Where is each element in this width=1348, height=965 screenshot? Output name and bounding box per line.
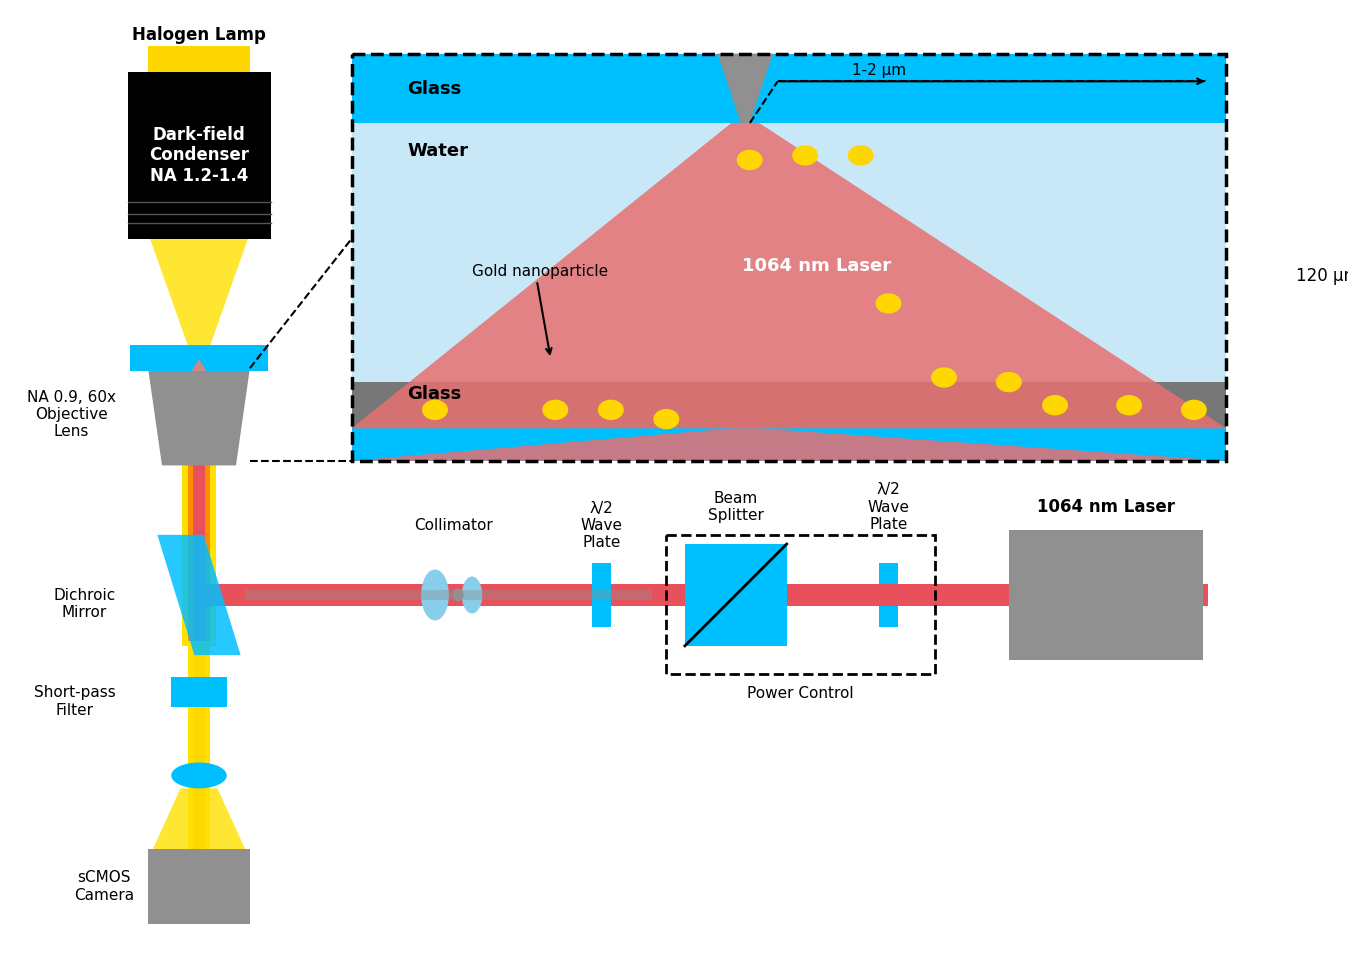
Bar xyxy=(352,428,1227,460)
Bar xyxy=(352,123,1227,382)
Text: Short-pass
Filter: Short-pass Filter xyxy=(34,685,116,718)
Text: 1064 nm Laser: 1064 nm Laser xyxy=(1037,498,1175,516)
Polygon shape xyxy=(352,428,1227,460)
Text: Collimator: Collimator xyxy=(414,518,493,533)
Bar xyxy=(352,382,1227,428)
Ellipse shape xyxy=(1042,395,1068,415)
Bar xyxy=(128,72,271,238)
Text: NA 0.9, 60x
Objective
Lens: NA 0.9, 60x Objective Lens xyxy=(27,390,116,439)
Bar xyxy=(200,584,1208,606)
Ellipse shape xyxy=(599,400,624,420)
Bar xyxy=(193,369,205,674)
Bar xyxy=(685,544,787,646)
Bar xyxy=(1008,530,1204,660)
Text: 1064 nm Laser: 1064 nm Laser xyxy=(743,258,891,275)
Ellipse shape xyxy=(421,569,449,620)
Text: λ/2
Wave
Plate: λ/2 Wave Plate xyxy=(581,501,623,550)
Text: Gold nanoparticle: Gold nanoparticle xyxy=(472,263,608,279)
Polygon shape xyxy=(352,123,1227,428)
Polygon shape xyxy=(148,369,249,465)
Text: 120 μm: 120 μm xyxy=(1295,266,1348,285)
Ellipse shape xyxy=(1181,400,1206,420)
Bar xyxy=(187,369,210,674)
Text: Water: Water xyxy=(407,142,468,160)
Ellipse shape xyxy=(1116,395,1142,415)
Bar xyxy=(879,563,898,627)
Ellipse shape xyxy=(996,372,1022,393)
Ellipse shape xyxy=(453,589,464,601)
Text: Glass: Glass xyxy=(407,385,461,403)
Polygon shape xyxy=(191,359,206,371)
Bar xyxy=(193,642,205,919)
Text: Dichroic
Mirror: Dichroic Mirror xyxy=(54,588,116,620)
Ellipse shape xyxy=(931,368,957,388)
Text: Dark-field
Condenser
NA 1.2-1.4: Dark-field Condenser NA 1.2-1.4 xyxy=(150,125,249,185)
Ellipse shape xyxy=(848,145,874,166)
Bar xyxy=(148,849,249,924)
Polygon shape xyxy=(152,788,245,849)
Text: Power Control: Power Control xyxy=(747,686,853,702)
Bar xyxy=(148,46,249,72)
Ellipse shape xyxy=(737,150,763,170)
Text: sCMOS
Camera: sCMOS Camera xyxy=(74,870,135,902)
Bar xyxy=(187,642,210,919)
Bar xyxy=(352,382,1227,428)
Bar xyxy=(171,677,226,707)
Bar xyxy=(352,53,1227,123)
Text: 1-2 μm: 1-2 μm xyxy=(852,63,906,78)
Polygon shape xyxy=(717,53,772,123)
Ellipse shape xyxy=(876,293,902,314)
Text: Beam
Splitter: Beam Splitter xyxy=(708,491,764,523)
Polygon shape xyxy=(158,535,241,655)
Ellipse shape xyxy=(654,409,679,429)
Text: Halogen Lamp: Halogen Lamp xyxy=(132,26,266,44)
Polygon shape xyxy=(143,220,255,356)
Ellipse shape xyxy=(462,576,483,614)
Bar xyxy=(129,345,268,371)
Bar xyxy=(787,584,907,606)
Bar xyxy=(182,396,216,646)
Bar xyxy=(352,382,1227,428)
Ellipse shape xyxy=(793,145,818,166)
Bar xyxy=(592,563,611,627)
Bar xyxy=(352,53,1227,460)
Text: λ/2
Wave
Plate: λ/2 Wave Plate xyxy=(868,482,910,532)
Bar xyxy=(666,535,934,674)
Ellipse shape xyxy=(171,762,226,788)
Bar xyxy=(245,591,652,599)
Text: Glass: Glass xyxy=(407,80,461,97)
Ellipse shape xyxy=(422,400,448,420)
Ellipse shape xyxy=(542,400,569,420)
